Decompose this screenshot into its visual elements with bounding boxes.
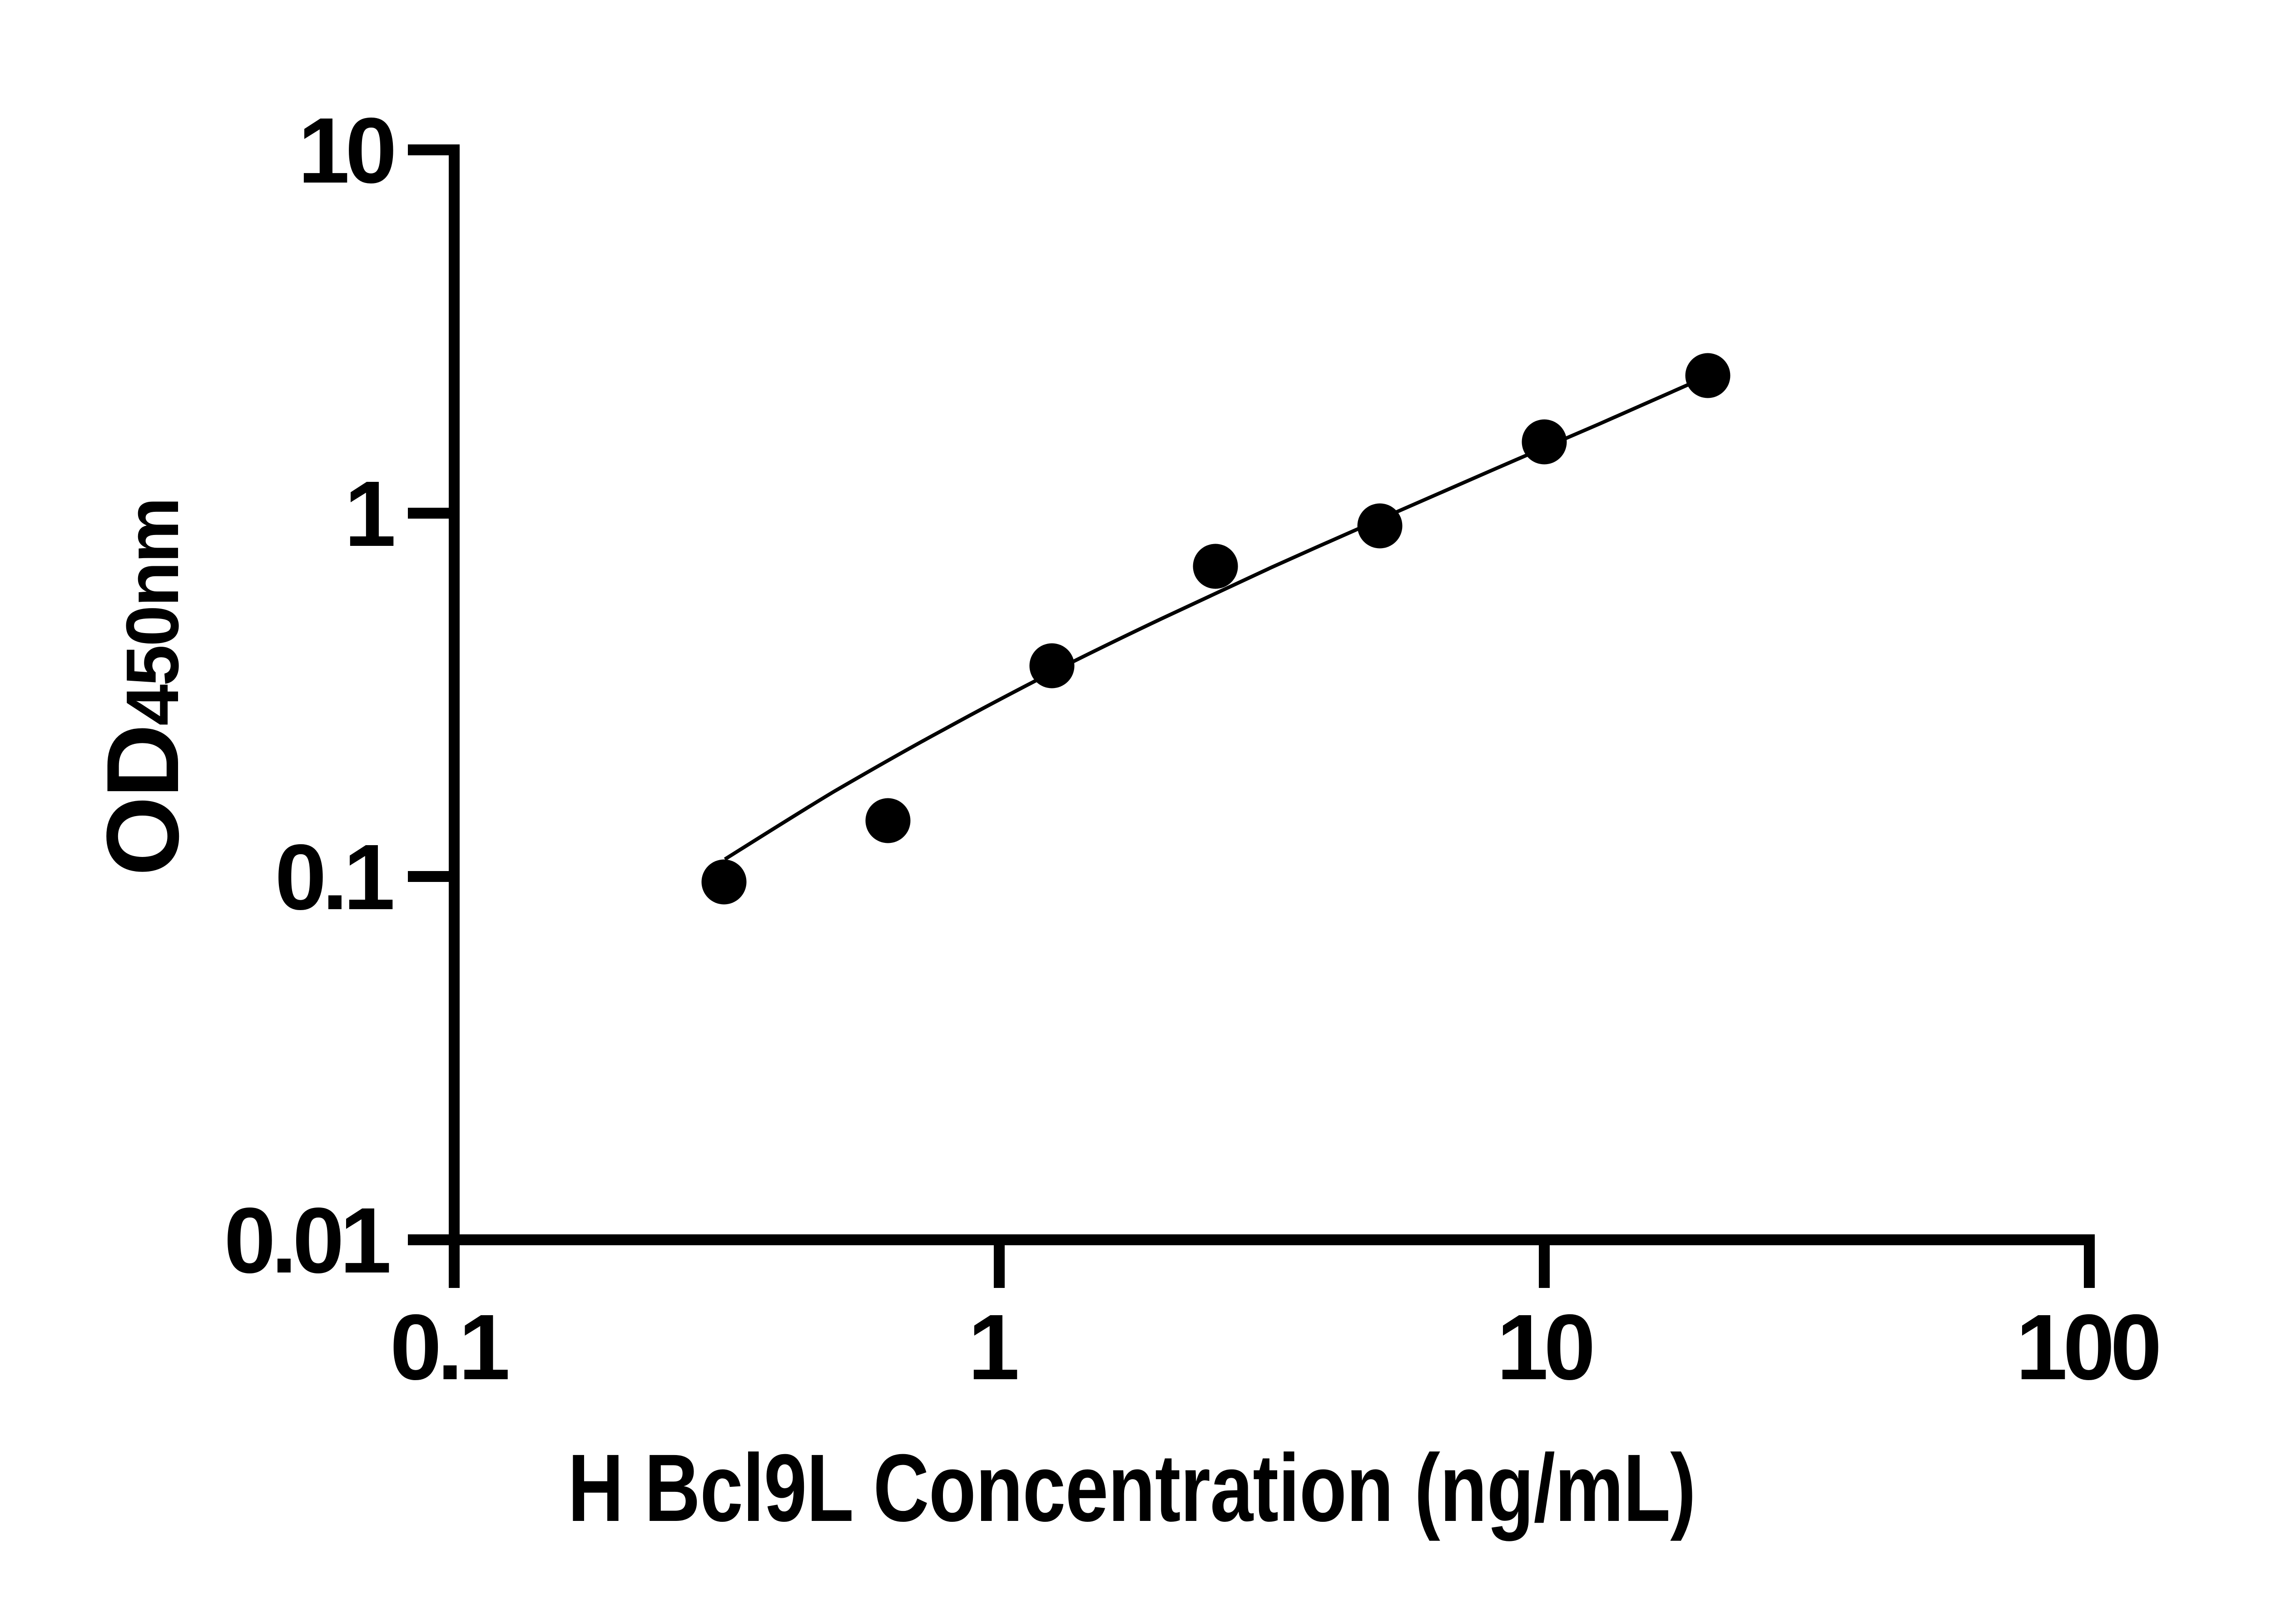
svg-text:H Bcl9L Concentration (ng/mL): H Bcl9L Concentration (ng/mL) [568,1434,1696,1542]
svg-text:OD450nm: OD450nm [85,499,200,876]
svg-text:0.1: 0.1 [390,1295,508,1399]
svg-text:0.1: 0.1 [275,825,393,929]
svg-text:100: 100 [2016,1295,2158,1399]
svg-text:1: 1 [968,1295,1017,1399]
svg-text:10: 10 [298,99,393,203]
svg-text:10: 10 [1497,1295,1592,1399]
svg-text:0.01: 0.01 [224,1188,389,1292]
svg-text:1: 1 [344,462,394,566]
